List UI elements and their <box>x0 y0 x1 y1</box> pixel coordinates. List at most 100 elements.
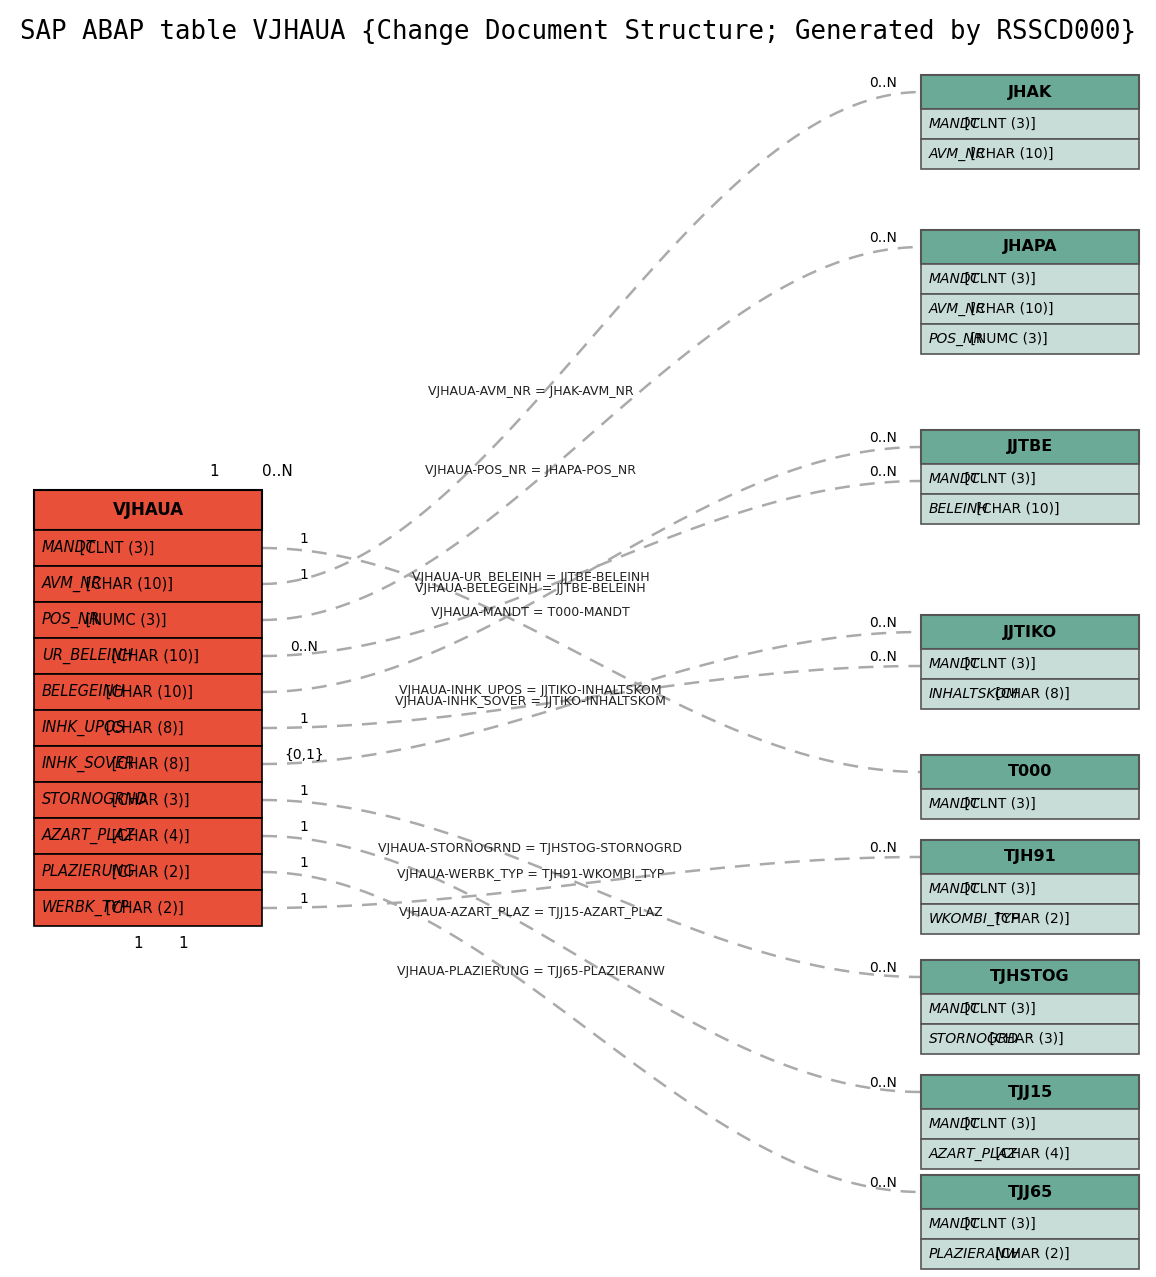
Bar <box>921 616 1139 649</box>
Text: [CHAR (10)]: [CHAR (10)] <box>81 576 173 591</box>
Text: [CLNT (3)]: [CLNT (3)] <box>959 656 1036 670</box>
Text: [CHAR (3)]: [CHAR (3)] <box>108 793 190 807</box>
Bar <box>921 109 1139 139</box>
Text: UR_BELEINH: UR_BELEINH <box>42 647 133 664</box>
Text: PLAZIERANW: PLAZIERANW <box>929 1248 1021 1260</box>
Text: VJHAUA-PLAZIERUNG = TJJ65-PLAZIERANW: VJHAUA-PLAZIERUNG = TJJ65-PLAZIERANW <box>397 965 665 978</box>
Bar <box>921 1139 1139 1168</box>
Bar <box>921 755 1139 789</box>
Text: MANDT: MANDT <box>929 1002 980 1016</box>
Text: VJHAUA-AZART_PLAZ = TJJ15-AZART_PLAZ: VJHAUA-AZART_PLAZ = TJJ15-AZART_PLAZ <box>399 905 662 919</box>
Bar <box>34 782 262 819</box>
Text: AZART_PLAZ: AZART_PLAZ <box>42 827 135 844</box>
Text: [CHAR (8)]: [CHAR (8)] <box>991 687 1069 701</box>
Text: BELEGEINH: BELEGEINH <box>42 684 126 700</box>
Text: [NUMC (3)]: [NUMC (3)] <box>966 332 1047 346</box>
Text: [CLNT (3)]: [CLNT (3)] <box>959 882 1036 896</box>
Text: 1: 1 <box>299 820 309 834</box>
Text: AVM_NR: AVM_NR <box>42 576 103 593</box>
Text: [CHAR (2)]: [CHAR (2)] <box>991 1248 1069 1260</box>
Text: [CLNT (3)]: [CLNT (3)] <box>959 1002 1036 1016</box>
Text: TJJ65: TJJ65 <box>1007 1185 1053 1199</box>
Text: 0..N: 0..N <box>261 465 292 479</box>
Text: [CHAR (8)]: [CHAR (8)] <box>108 756 190 771</box>
Text: 0..N: 0..N <box>869 1077 897 1091</box>
Bar <box>921 75 1139 109</box>
Text: 0..N: 0..N <box>869 231 897 245</box>
Text: [CLNT (3)]: [CLNT (3)] <box>959 1117 1036 1131</box>
Text: 0..N: 0..N <box>869 432 897 444</box>
Text: 1: 1 <box>178 936 187 951</box>
Bar <box>34 854 262 890</box>
Bar <box>34 530 262 566</box>
Text: MANDT: MANDT <box>929 472 980 487</box>
Bar <box>34 638 262 674</box>
Text: [CLNT (3)]: [CLNT (3)] <box>959 272 1036 286</box>
Text: POS_NR: POS_NR <box>929 332 984 346</box>
Text: [CHAR (4)]: [CHAR (4)] <box>991 1147 1069 1161</box>
Text: INHK_SOVER: INHK_SOVER <box>42 756 135 773</box>
Text: 1: 1 <box>299 893 309 905</box>
Text: VJHAUA-INHK_SOVER = JJTIKO-INHALTSKOM: VJHAUA-INHK_SOVER = JJTIKO-INHALTSKOM <box>395 695 666 707</box>
Text: [CHAR (10)]: [CHAR (10)] <box>966 301 1054 315</box>
Bar <box>921 960 1139 994</box>
Text: {0,1}: {0,1} <box>284 748 324 762</box>
Bar <box>921 789 1139 819</box>
Bar <box>34 601 262 638</box>
Text: WKOMBI_TYP: WKOMBI_TYP <box>929 912 1021 926</box>
Text: [CLNT (3)]: [CLNT (3)] <box>959 797 1036 811</box>
Text: SAP ABAP table VJHAUA {Change Document Structure; Generated by RSSCD000}: SAP ABAP table VJHAUA {Change Document S… <box>20 19 1136 45</box>
Text: [CLNT (3)]: [CLNT (3)] <box>959 117 1036 132</box>
Text: STORNOGRND: STORNOGRND <box>42 793 148 807</box>
Text: 0..N: 0..N <box>869 77 897 89</box>
Text: MANDT: MANDT <box>929 1217 980 1231</box>
Bar <box>34 819 262 854</box>
Text: JJTBE: JJTBE <box>1007 439 1053 455</box>
Text: MANDT: MANDT <box>929 117 980 132</box>
Bar <box>34 566 262 601</box>
Text: VJHAUA-WERBK_TYP = TJH91-WKOMBI_TYP: VJHAUA-WERBK_TYP = TJH91-WKOMBI_TYP <box>397 867 664 881</box>
Text: INHALTSKOM: INHALTSKOM <box>929 687 1018 701</box>
Text: 0..N: 0..N <box>290 640 318 654</box>
Bar <box>921 873 1139 904</box>
Text: 1: 1 <box>299 784 309 798</box>
Text: MANDT: MANDT <box>929 797 980 811</box>
Text: VJHAUA-INHK_UPOS = JJTIKO-INHALTSKOM: VJHAUA-INHK_UPOS = JJTIKO-INHALTSKOM <box>399 683 661 697</box>
Text: [CLNT (3)]: [CLNT (3)] <box>959 472 1036 487</box>
Text: POS_NR: POS_NR <box>42 612 101 628</box>
Text: [CHAR (2)]: [CHAR (2)] <box>991 912 1069 926</box>
Bar <box>921 1239 1139 1269</box>
Text: [CHAR (2)]: [CHAR (2)] <box>108 865 190 880</box>
Bar <box>921 294 1139 324</box>
Text: WERBK_TYP: WERBK_TYP <box>42 900 129 916</box>
Text: 1: 1 <box>299 713 309 727</box>
Bar <box>34 746 262 782</box>
Text: 0..N: 0..N <box>869 1176 897 1190</box>
Text: 1: 1 <box>299 533 309 547</box>
Text: [CHAR (4)]: [CHAR (4)] <box>108 829 190 844</box>
Text: JJTIKO: JJTIKO <box>1003 624 1057 640</box>
Text: 1: 1 <box>299 568 309 582</box>
Bar <box>921 1175 1139 1209</box>
Text: [CHAR (3)]: [CHAR (3)] <box>985 1032 1064 1046</box>
Text: [CHAR (2)]: [CHAR (2)] <box>101 900 184 916</box>
Text: TJHSTOG: TJHSTOG <box>991 969 1069 985</box>
Text: 0..N: 0..N <box>869 962 897 976</box>
Text: 1: 1 <box>209 465 218 479</box>
Text: 0..N: 0..N <box>869 465 897 479</box>
Text: VJHAUA-AVM_NR = JHAK-AVM_NR: VJHAUA-AVM_NR = JHAK-AVM_NR <box>428 386 633 398</box>
Bar <box>34 890 262 926</box>
Text: BELEINH: BELEINH <box>929 502 988 516</box>
Bar <box>921 139 1139 169</box>
Text: VJHAUA-MANDT = T000-MANDT: VJHAUA-MANDT = T000-MANDT <box>431 607 630 619</box>
Bar <box>921 494 1139 524</box>
Bar <box>921 1209 1139 1239</box>
Text: VJHAUA: VJHAUA <box>112 501 184 518</box>
Text: 1: 1 <box>133 936 143 951</box>
Text: 0..N: 0..N <box>869 650 897 664</box>
Bar <box>921 840 1139 873</box>
Text: TJJ15: TJJ15 <box>1007 1084 1053 1099</box>
Bar <box>34 674 262 710</box>
Bar <box>921 464 1139 494</box>
Text: [CHAR (10)]: [CHAR (10)] <box>972 502 1060 516</box>
